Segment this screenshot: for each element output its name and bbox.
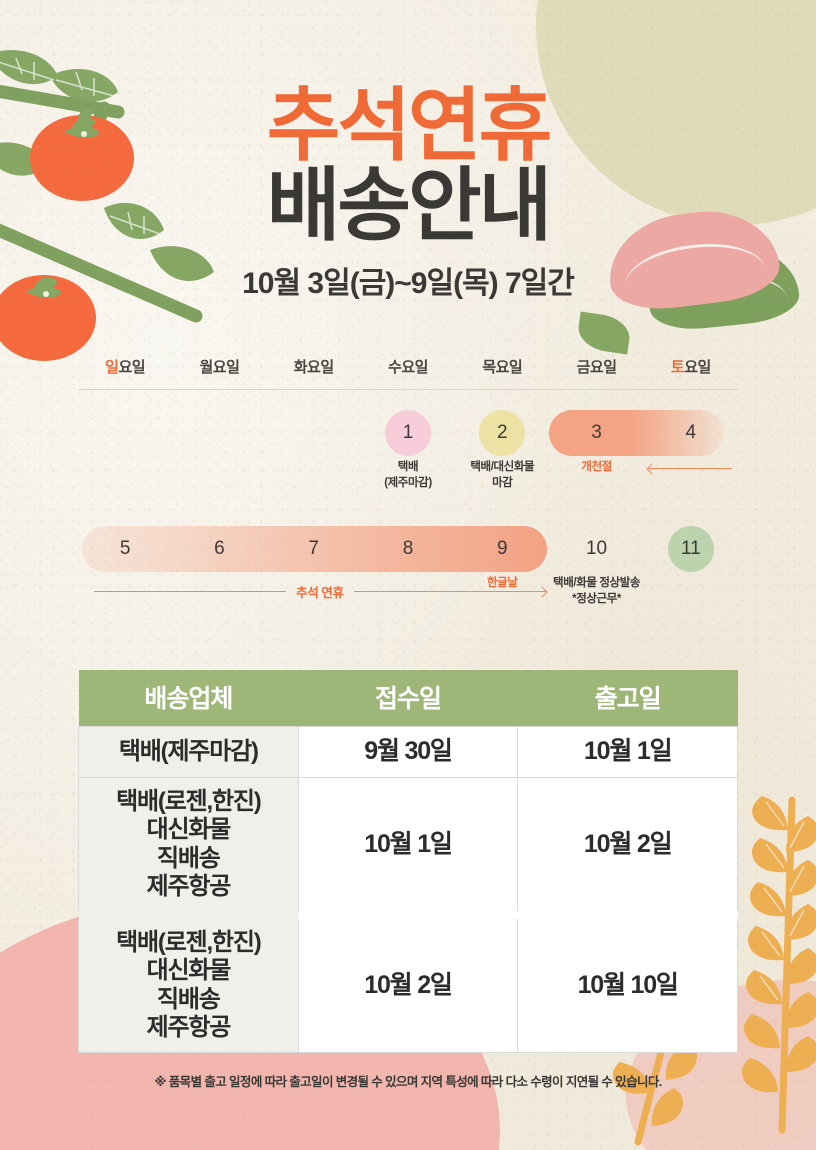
- cell-received-1: 9월 30일: [297, 726, 519, 778]
- calendar-label-oct11: [644, 576, 738, 607]
- column-header-received: 접수일: [298, 670, 518, 727]
- calendar-label-oct10: 택배/화물 정상발송 *정상근무*: [553, 577, 641, 605]
- weekday-wed-suffix: 요일: [401, 359, 428, 377]
- calendar-day-7: 7: [308, 538, 319, 560]
- calendar-label-oct4: [644, 460, 738, 491]
- calendar-day-10: 10: [585, 538, 608, 560]
- span-line-right: [353, 591, 546, 593]
- calendar-label-oct7: [267, 576, 361, 607]
- holiday-bar-oct3-4: [549, 410, 725, 457]
- calendar-label-oct3: 개천절: [581, 461, 612, 474]
- chuseok-holiday-label: 추석 연휴: [296, 586, 344, 601]
- calendar-label-oct9: 한글날: [487, 577, 518, 590]
- cell-carrier-3: 택배(로젠,한진) 대신화물 직배송 제주항공: [78, 915, 299, 1054]
- calendar-day-11: 11: [680, 538, 701, 560]
- calendar-day-3: 3: [591, 422, 602, 444]
- calendar-label-blank-1: [78, 460, 172, 491]
- calendar-day-5: 5: [119, 538, 131, 560]
- day-marker-oct1: [384, 410, 431, 457]
- schedule-table-wrapper: 배송업체 접수일 출고일 택배(제주마감) 9월 30일 10월 1일 택배(로…: [78, 670, 738, 1054]
- arrow-left-icon: [647, 468, 732, 470]
- holiday-bar-oct5-9: [81, 526, 548, 573]
- calendar-day-4: 4: [685, 422, 697, 444]
- calendar-day-1: 1: [402, 422, 414, 444]
- calendar-label-oct5: [78, 576, 172, 607]
- span-line-left: [93, 591, 287, 593]
- calendar-week-2: 5 6 7 8 9 10 11 추석 연휴 한글날 택배/화물 정상발송 *정상…: [78, 526, 738, 622]
- weekday-sun-suffix: 요일: [118, 359, 146, 377]
- calendar-label-blank-2: [172, 460, 266, 491]
- cell-received-2: 10월 1일: [297, 776, 519, 916]
- table-row: 택배(로젠,한진) 대신화물 직배송 제주항공 10월 2일 10월 10일: [78, 915, 738, 1054]
- persimmon-branch-illustration: [0, 50, 214, 361]
- holiday-calendar: 일요일 월요일 화요일 수요일 목요일 금요일 토요일 1 2 3 4: [78, 356, 738, 622]
- calendar-day-6: 6: [214, 538, 225, 560]
- calendar-day-2: 2: [496, 422, 508, 444]
- calendar-week-2-labels: 한글날 택배/화물 정상발송 *정상근무*: [78, 576, 738, 607]
- table-header-row: 배송업체 접수일 출고일: [78, 670, 738, 727]
- weekday-mon-suffix: 요일: [212, 359, 240, 377]
- calendar-day-9: 9: [496, 538, 508, 560]
- weekday-tue-char: 화: [293, 359, 308, 377]
- calendar-week-1-labels: 택배 (제주마감) 택배/대신화물 마감 개천절: [78, 460, 738, 491]
- cell-shipped-2: 10월 2일: [517, 776, 738, 916]
- chuseok-holiday-span: 추석 연휴: [93, 582, 546, 601]
- calendar-day-blank-2: [172, 410, 266, 456]
- column-header-shipped: 출고일: [517, 670, 738, 727]
- weekday-wed-char: 수: [388, 359, 402, 377]
- weekday-sun: 일요일: [78, 356, 172, 377]
- delivery-schedule-table: 배송업체 접수일 출고일 택배(제주마감) 9월 30일 10월 1일 택배(로…: [78, 670, 738, 1054]
- weekday-thu-char: 목: [482, 359, 496, 377]
- weekday-mon-char: 월: [199, 359, 213, 377]
- calendar-label-blank-3: [267, 460, 361, 491]
- cell-received-3: 10월 2일: [297, 915, 519, 1054]
- calendar-day-blank-1: [78, 410, 172, 456]
- cell-shipped-3: 10월 10일: [517, 915, 738, 1054]
- calendar-week-2-numbers: 5 6 7 8 9 10 11: [78, 526, 738, 572]
- calendar-day-blank-3: [267, 410, 361, 456]
- calendar-weekday-header: 일요일 월요일 화요일 수요일 목요일 금요일 토요일: [78, 356, 738, 391]
- weekday-sat-suffix: 요일: [684, 359, 711, 377]
- calendar-day-8: 8: [402, 538, 414, 560]
- page-subtitle: 10월 3일(금)~9일(목) 7일간: [242, 267, 575, 301]
- calendar-label-oct8: [361, 576, 455, 607]
- weekday-fri: 금요일: [549, 356, 643, 377]
- cell-carrier-2: 택배(로젠,한진) 대신화물 직배송 제주항공: [78, 776, 299, 916]
- weekday-sat-char: 토: [670, 359, 685, 377]
- calendar-week-1: 1 2 3 4 택배 (제주마감) 택배/대신화물 마감 개천절: [78, 410, 738, 506]
- leaf-icon: [575, 311, 633, 355]
- calendar-week-1-numbers: 1 2 3 4: [78, 410, 738, 456]
- calendar-label-oct6: [172, 576, 266, 607]
- weekday-thu-suffix: 요일: [495, 359, 523, 377]
- weekday-fri-suffix: 요일: [589, 359, 617, 377]
- table-row: 택배(로젠,한진) 대신화물 직배송 제주항공 10월 1일 10월 2일: [78, 776, 738, 916]
- weekday-tue: 화요일: [267, 356, 361, 377]
- weekday-thu: 목요일: [455, 356, 549, 377]
- calendar-label-oct2: 택배/대신화물 마감: [470, 461, 535, 489]
- calendar-label-oct1: 택배 (제주마감): [384, 461, 432, 489]
- table-header: 배송업체 접수일 출고일: [78, 670, 738, 727]
- weekday-sat: 토요일: [644, 356, 738, 377]
- cell-carrier-1: 택배(제주마감): [78, 726, 299, 778]
- day-marker-oct2: [479, 410, 526, 457]
- weekday-tue-suffix: 요일: [307, 359, 334, 377]
- weekday-fri-char: 금: [576, 359, 591, 377]
- weekday-mon: 월요일: [172, 356, 266, 377]
- page-title-primary: 추석연휴: [266, 81, 552, 170]
- day-marker-oct10: [667, 526, 714, 573]
- table-body: 택배(제주마감) 9월 30일 10월 1일 택배(로젠,한진) 대신화물 직배…: [78, 726, 738, 1054]
- weekday-wed: 수요일: [361, 356, 455, 377]
- poster-header: 추석연휴 배송안내 10월 3일(금)~9일(목) 7일간: [0, 0, 816, 302]
- table-row: 택배(제주마감) 9월 30일 10월 1일: [78, 726, 738, 778]
- cell-shipped-1: 10월 1일: [517, 726, 738, 778]
- page-title-secondary: 배송안내: [266, 160, 552, 250]
- column-header-carrier: 배송업체: [78, 670, 299, 727]
- footnote-text: ※ 품목별 출고 일정에 따라 출고일이 변경될 수 있으며 지역 특성에 따라…: [154, 1075, 662, 1090]
- weekday-sun-char: 일: [105, 359, 119, 377]
